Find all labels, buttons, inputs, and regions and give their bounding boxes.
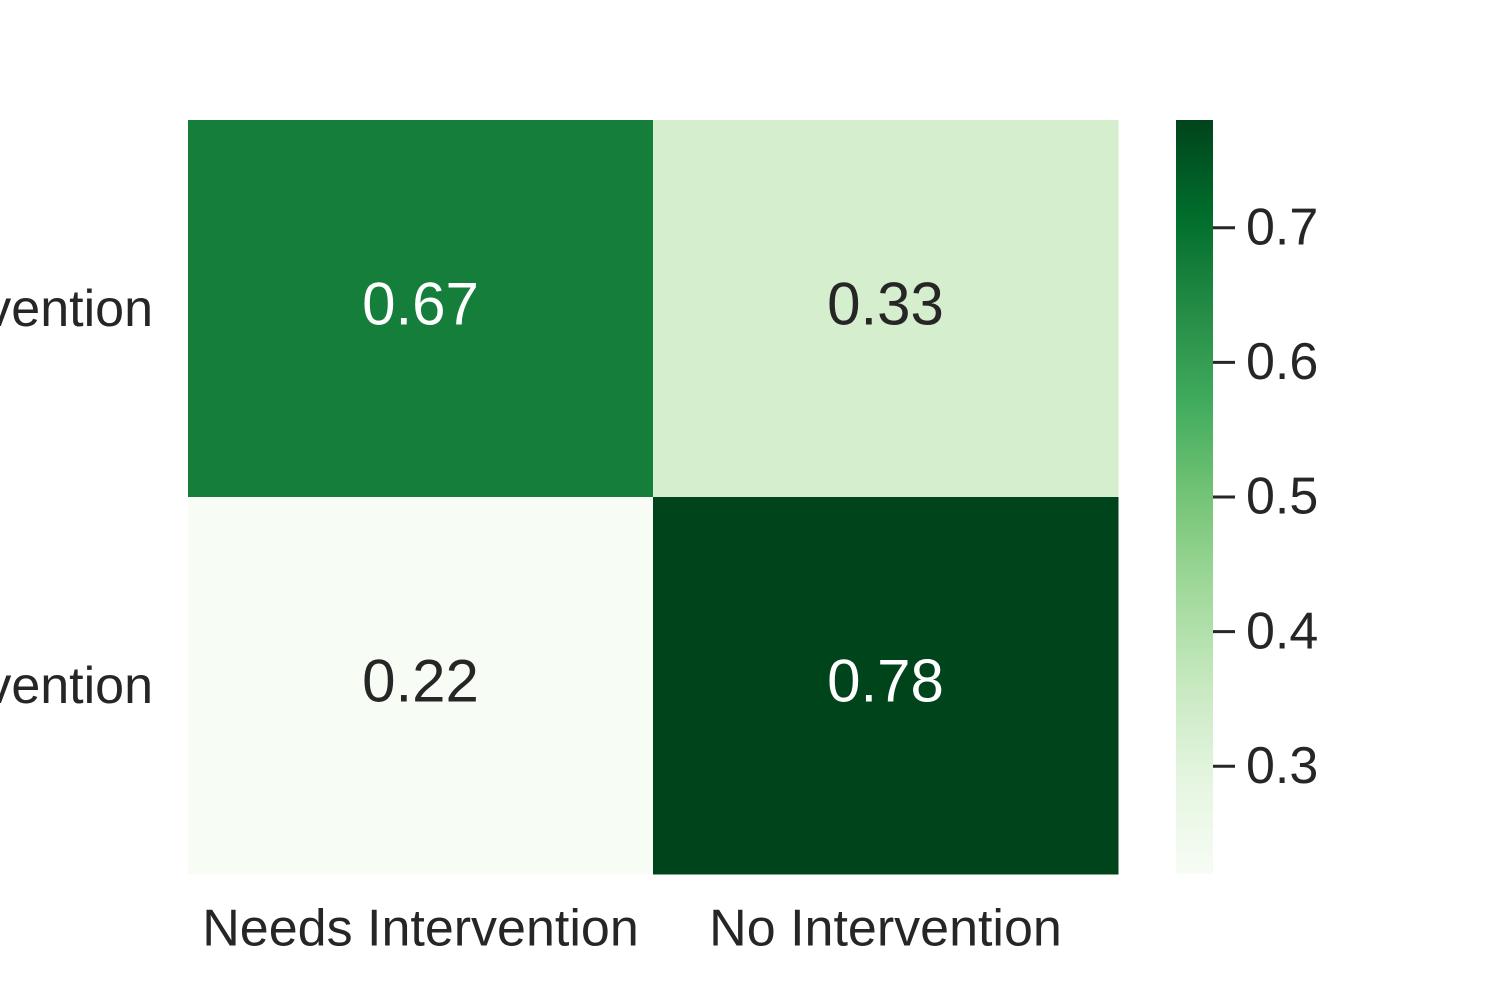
colorbar: 0.3 0.4 0.5 0.6 0.7: [1176, 120, 1318, 874]
colorbar-gradient: [1176, 120, 1213, 874]
y-axis-tick-labels: Needs Intervention No Intervention: [0, 280, 153, 715]
colorbar-tick-label-4: 0.7: [1246, 198, 1318, 256]
cell-value-label-r1-c0: 0.22: [362, 647, 479, 714]
y-tick-label-1: No Intervention: [0, 657, 153, 715]
heatmap-cell-r0-c0: [188, 120, 654, 498]
cell-value-label-r0-c0: 0.67: [362, 270, 479, 337]
heatmap-cell-labels: 0.67 0.33 0.22 0.78: [362, 270, 944, 714]
colorbar-tick-label-3: 0.6: [1246, 333, 1318, 391]
colorbar-tick-label-2: 0.5: [1246, 468, 1318, 526]
cell-value-label-r0-c1: 0.33: [827, 270, 944, 337]
heatmap-cells: [188, 120, 1119, 875]
heatmap-cell-r0-c1: [653, 120, 1119, 498]
x-tick-label-0: Needs Intervention: [202, 900, 639, 958]
x-axis-tick-labels: Needs Intervention No Intervention: [202, 900, 1062, 958]
cell-value-label-r1-c1: 0.78: [827, 647, 944, 714]
colorbar-tick-label-1: 0.4: [1246, 602, 1318, 660]
heatmap-cell-r1-c1: [653, 497, 1119, 875]
heatmap-cell-r1-c0: [188, 497, 654, 875]
y-tick-label-0: Needs Intervention: [0, 280, 153, 338]
colorbar-tick-label-0: 0.3: [1246, 737, 1318, 795]
x-tick-label-1: No Intervention: [709, 900, 1062, 958]
